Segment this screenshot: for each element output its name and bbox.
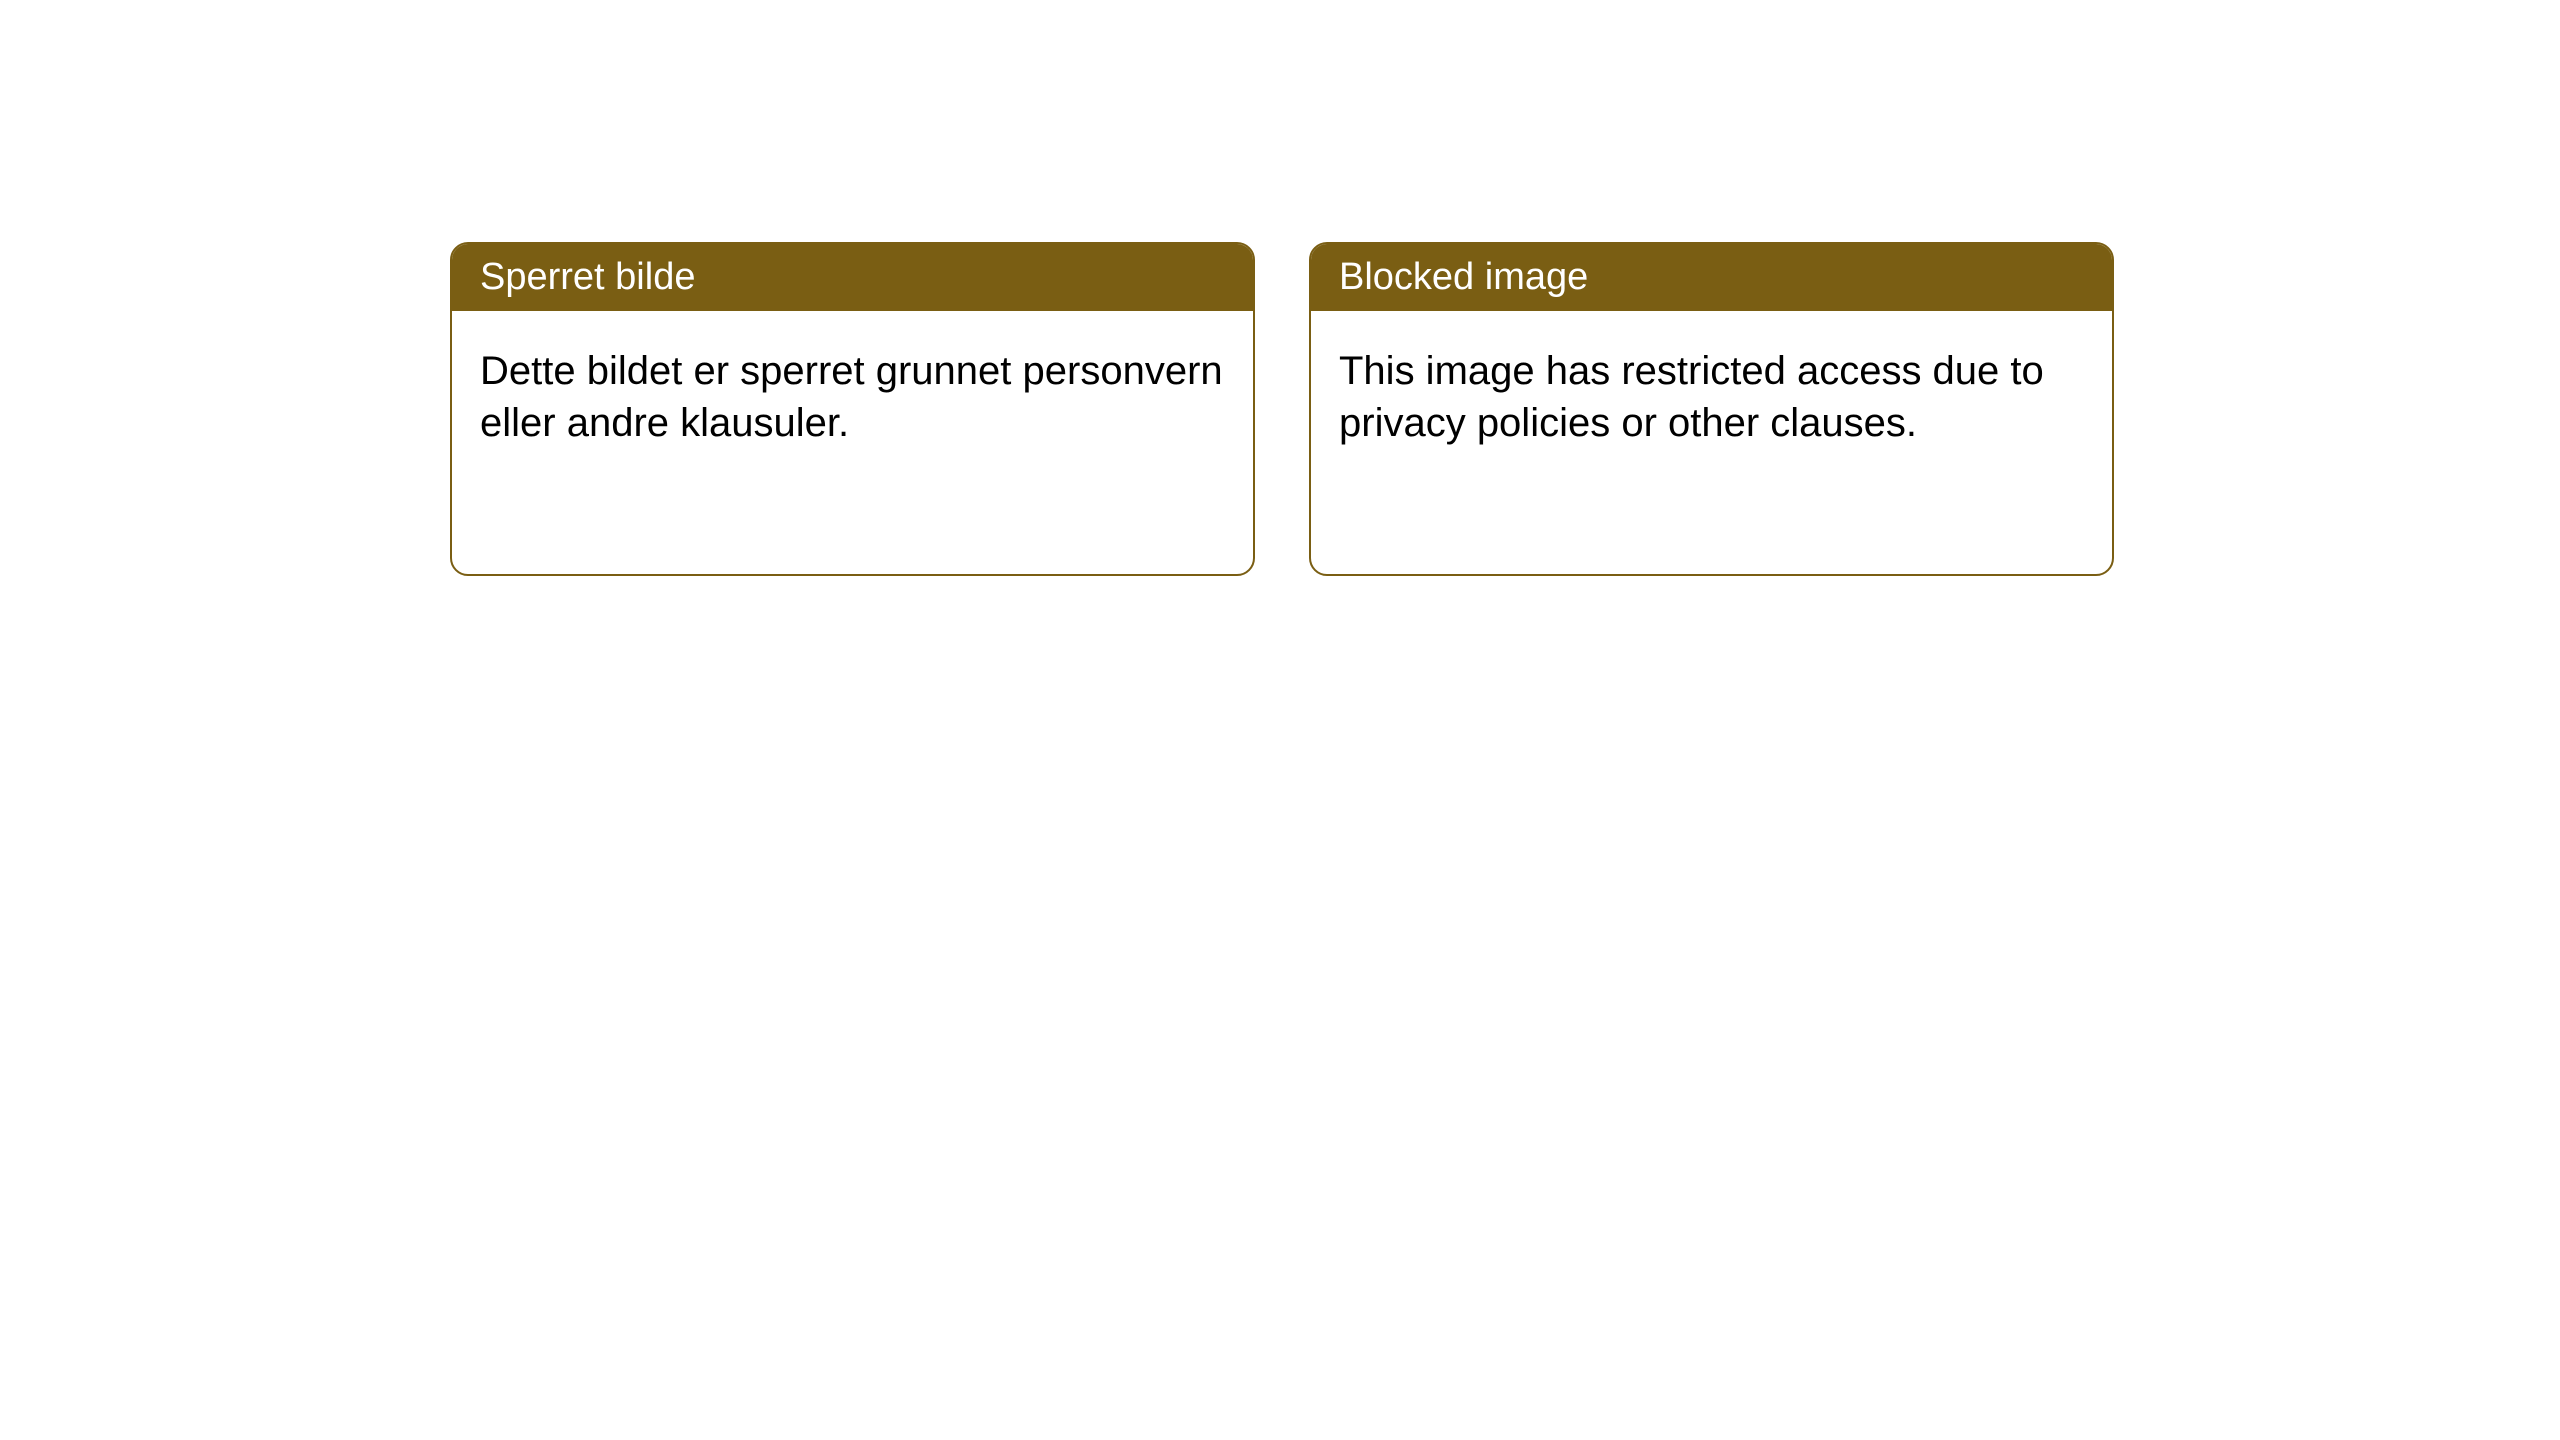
notice-title-english: Blocked image <box>1339 256 1588 298</box>
notice-card-norwegian: Sperret bilde Dette bildet er sperret gr… <box>450 242 1255 576</box>
notice-header-english: Blocked image <box>1311 244 2112 311</box>
notice-text-english: This image has restricted access due to … <box>1339 349 2044 445</box>
notice-body-norwegian: Dette bildet er sperret grunnet personve… <box>452 311 1253 483</box>
notices-container: Sperret bilde Dette bildet er sperret gr… <box>0 0 2560 576</box>
notice-title-norwegian: Sperret bilde <box>480 256 695 298</box>
notice-card-english: Blocked image This image has restricted … <box>1309 242 2114 576</box>
notice-body-english: This image has restricted access due to … <box>1311 311 2112 483</box>
notice-header-norwegian: Sperret bilde <box>452 244 1253 311</box>
notice-text-norwegian: Dette bildet er sperret grunnet personve… <box>480 349 1223 445</box>
